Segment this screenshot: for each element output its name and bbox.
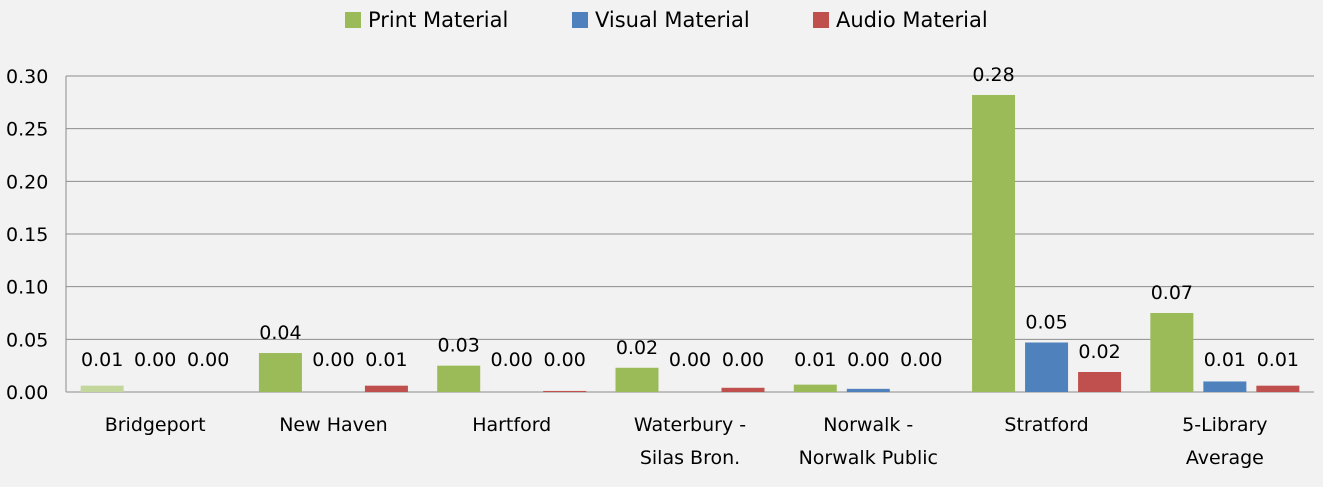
- x-tick-label: Norwalk Public: [799, 447, 938, 469]
- x-tick-label: Silas Bron.: [640, 447, 740, 469]
- data-label: 0.02: [1078, 341, 1120, 363]
- bar-2-6: [1025, 342, 1068, 392]
- legend-label-2: Visual Material: [595, 8, 750, 32]
- bar-3-4: [722, 388, 765, 392]
- x-tick-label: Stratford: [1004, 414, 1088, 436]
- data-label: 0.00: [134, 349, 176, 371]
- bar-2-7: [1203, 381, 1246, 392]
- bar-1-3: [437, 366, 480, 392]
- y-tick-label: 0.20: [6, 171, 48, 193]
- bar-1-4: [616, 368, 659, 392]
- bar-3-6: [1078, 372, 1121, 392]
- bar-2-5: [847, 389, 890, 392]
- x-tick-label: Hartford: [472, 414, 551, 436]
- bar-1-7: [1150, 313, 1193, 392]
- y-tick-label: 0.25: [6, 119, 48, 141]
- data-label: 0.01: [1204, 349, 1246, 371]
- legend-swatch-1: [345, 12, 361, 28]
- y-axis: 0.00 0.05 0.10 0.15 0.20 0.25 0.30: [6, 66, 66, 404]
- y-tick-label: 0.10: [6, 277, 48, 299]
- data-labels: 0.01 0.00 0.00 0.04 0.00 0.01 0.03 0.00 0.00 0.02…: [81, 64, 1299, 371]
- x-tick-label: New Haven: [279, 414, 387, 436]
- legend-label-3: Audio Material: [836, 8, 988, 32]
- data-label: 0.00: [312, 349, 354, 371]
- data-label: 0.00: [491, 349, 533, 371]
- x-tick-label: Waterbury -: [634, 414, 746, 436]
- y-tick-label: 0.05: [6, 329, 48, 351]
- bar-3-2: [365, 386, 408, 392]
- data-label: 0.03: [438, 335, 480, 357]
- x-axis: Bridgeport New Haven Hartford Waterbury - Si…: [105, 414, 1268, 469]
- bar-1-1: [81, 386, 124, 392]
- data-label: 0.01: [365, 349, 407, 371]
- data-label: 0.00: [187, 349, 229, 371]
- legend: Print Material Visual Material Audio Mater…: [345, 8, 988, 32]
- x-tick-label: 5-Library: [1182, 414, 1267, 436]
- x-tick-label: Average: [1186, 447, 1264, 469]
- y-tick-label: 0.15: [6, 224, 48, 246]
- data-label: 0.01: [1257, 349, 1299, 371]
- data-label: 0.07: [1151, 282, 1193, 304]
- y-tick-label: 0.30: [6, 66, 48, 88]
- legend-swatch-3: [813, 12, 829, 28]
- legend-label-1: Print Material: [368, 8, 508, 32]
- data-label: 0.05: [1025, 311, 1067, 333]
- data-label: 0.00: [669, 349, 711, 371]
- data-label: 0.00: [847, 349, 889, 371]
- x-tick-label: Norwalk -: [823, 414, 913, 436]
- data-label: 0.02: [616, 337, 658, 359]
- data-label: 0.04: [259, 322, 301, 344]
- data-label: 0.00: [722, 349, 764, 371]
- bar-1-6: [972, 95, 1015, 392]
- bar-1-5: [794, 385, 837, 392]
- data-label: 0.01: [794, 349, 836, 371]
- data-label: 0.28: [972, 64, 1014, 86]
- data-label: 0.01: [81, 349, 123, 371]
- data-label: 0.00: [544, 349, 586, 371]
- x-tick-label: Bridgeport: [105, 414, 206, 436]
- bar-3-3: [543, 391, 586, 392]
- data-label: 0.00: [900, 349, 942, 371]
- legend-swatch-2: [572, 12, 588, 28]
- gridlines: [66, 76, 1314, 392]
- bar-1-2: [259, 353, 302, 392]
- bar-3-7: [1256, 386, 1299, 392]
- y-tick-label: 0.00: [6, 382, 48, 404]
